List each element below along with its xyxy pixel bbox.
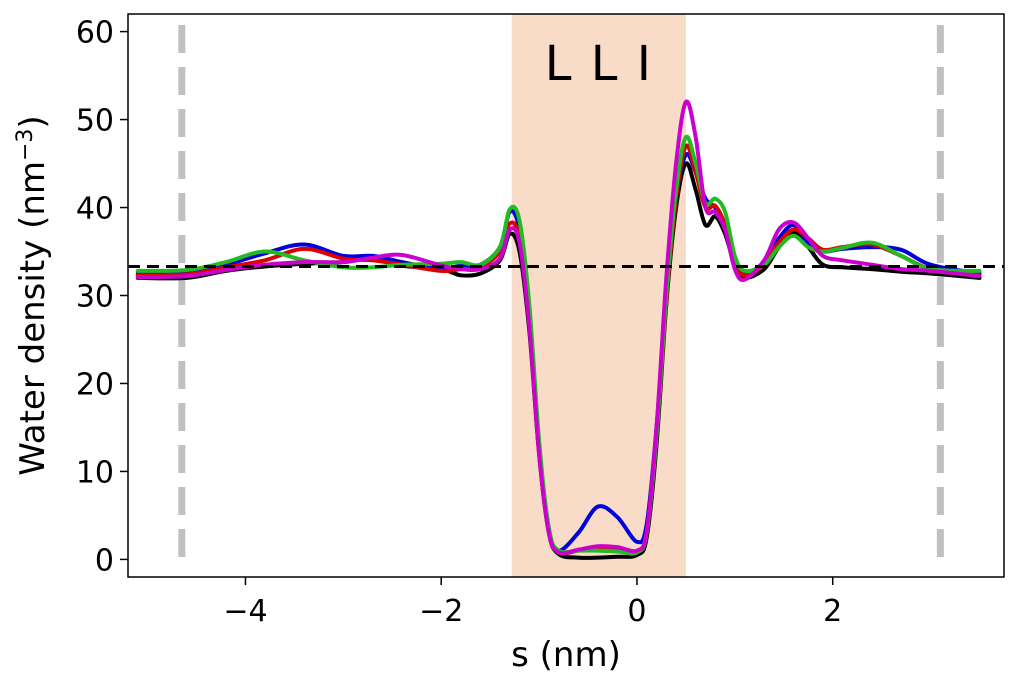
y-axis-label-main: Water density (nm (13, 161, 53, 476)
series-layer (128, 99, 1004, 560)
x-tick-label: 2 (823, 594, 842, 629)
x-tick-label: −4 (223, 594, 267, 629)
y-tick-label: 40 (76, 192, 114, 227)
reference-lines-layer (178, 25, 944, 562)
x-tick-label: 0 (627, 594, 646, 629)
shaded-region-label: L L I (545, 36, 653, 92)
shaded-region-layer (511, 14, 686, 577)
y-axis-label: Water density (nm−3) (13, 115, 54, 475)
x-tick-label: −2 (419, 594, 463, 629)
y-tick-label: 10 (76, 455, 114, 490)
series-line-4 (135, 99, 982, 556)
y-tick-label: 60 (76, 16, 114, 51)
y-axis-label-close: ) (13, 115, 53, 128)
y-tick-label: 0 (95, 543, 114, 578)
y-axis-label-exponent: −3 (13, 129, 38, 161)
y-tick-label: 20 (76, 367, 114, 402)
y-tick-label: 50 (76, 104, 114, 139)
x-axis-label: s (nm) (511, 635, 621, 675)
shaded-region (511, 14, 686, 577)
y-tick-label: 30 (76, 280, 114, 315)
